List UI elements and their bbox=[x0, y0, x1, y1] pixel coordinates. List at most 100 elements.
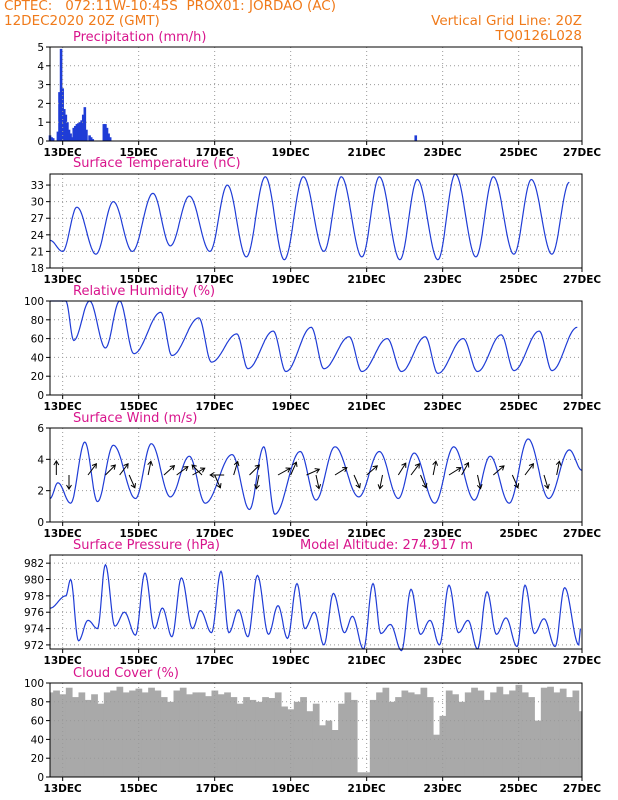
x-tick-label: 13DEC bbox=[44, 783, 83, 795]
location-label: 072:11W-10:45S bbox=[65, 0, 178, 14]
cloud-bar bbox=[274, 692, 282, 777]
x-tick-label: 13DEC bbox=[44, 147, 83, 159]
x-tick-label: 15DEC bbox=[120, 528, 159, 540]
wind-arrow-shaft bbox=[410, 463, 420, 476]
cloud-bar bbox=[312, 703, 320, 777]
cloud-bar bbox=[401, 690, 409, 777]
precip-bar bbox=[80, 120, 83, 141]
wind-arrow-head bbox=[216, 483, 222, 489]
wind-arrow-shaft bbox=[176, 466, 189, 476]
x-tick-label: 13DEC bbox=[44, 528, 83, 540]
wind-arrow-head bbox=[315, 484, 322, 490]
wind-arrow-shaft bbox=[191, 464, 203, 476]
wind-arrow bbox=[353, 474, 361, 489]
wind-arrow-shaft bbox=[397, 462, 407, 476]
wind-arrow bbox=[119, 463, 129, 476]
x-tick-label: 19DEC bbox=[272, 147, 311, 159]
y-tick-label: 20 bbox=[31, 371, 44, 383]
wind-arrow-head bbox=[285, 467, 292, 473]
cloud-bar bbox=[559, 688, 567, 777]
cloud-bar bbox=[515, 684, 523, 777]
precip-bar bbox=[51, 138, 55, 141]
cloud-bar bbox=[325, 720, 333, 777]
wind-arrow-head bbox=[544, 483, 550, 490]
x-tick-label: 21DEC bbox=[348, 528, 387, 540]
wind-arrow-head bbox=[183, 466, 189, 472]
wind-arrow bbox=[306, 468, 321, 476]
precip-bar bbox=[72, 127, 76, 141]
wind-arrow-shaft bbox=[366, 465, 378, 476]
x-tick-label: 25DEC bbox=[500, 528, 539, 540]
y-tick-label: 2 bbox=[37, 486, 44, 498]
precip-bar bbox=[56, 131, 60, 141]
x-tick-label: 25DEC bbox=[500, 401, 539, 413]
panel-frame bbox=[49, 682, 583, 778]
x-tick-label: 25DEC bbox=[500, 274, 539, 286]
cloud-bar bbox=[319, 725, 326, 777]
y-tick-label: 5 bbox=[37, 42, 44, 54]
x-tick-label: 27DEC bbox=[563, 147, 602, 159]
wind-arrow bbox=[334, 467, 348, 476]
precip-bar bbox=[67, 129, 71, 141]
y-tick-label: 60 bbox=[31, 334, 44, 346]
y-tick-label: 4 bbox=[37, 454, 44, 466]
cloud-bar bbox=[338, 703, 345, 777]
cloud-bar bbox=[363, 772, 371, 777]
x-tick-label: 27DEC bbox=[563, 274, 602, 286]
cloud-bar bbox=[331, 730, 339, 777]
wind-arrow bbox=[53, 460, 60, 475]
cloud-bar bbox=[122, 692, 130, 777]
wind-arrow-shaft bbox=[306, 468, 320, 476]
precip-bar bbox=[108, 137, 112, 141]
wind-arrow-shaft bbox=[249, 464, 260, 476]
wind-arrow-shaft bbox=[556, 461, 560, 476]
x-tick-label: 17DEC bbox=[196, 147, 235, 159]
cloud-bar bbox=[236, 703, 244, 777]
cloud-bar bbox=[293, 701, 301, 777]
cloud-bar bbox=[281, 706, 288, 777]
wind-arrow bbox=[105, 464, 116, 476]
cloud-bar bbox=[300, 697, 307, 777]
precip-bar bbox=[83, 107, 87, 141]
wind-arrow bbox=[233, 460, 240, 476]
wind-arrow-head bbox=[555, 460, 562, 466]
wind-arrow bbox=[366, 465, 379, 476]
cloud-bar bbox=[483, 699, 491, 777]
series-line bbox=[49, 438, 583, 515]
cloud-bar bbox=[521, 692, 529, 777]
x-tick-label: 19DEC bbox=[272, 655, 311, 667]
y-tick-label: 978 bbox=[24, 591, 44, 603]
wind-arrow-shaft bbox=[353, 474, 361, 488]
y-tick-label: 80 bbox=[31, 697, 44, 709]
x-tick-label: 17DEC bbox=[196, 401, 235, 413]
panel-frame bbox=[49, 554, 583, 650]
wind-arrow-head bbox=[528, 463, 534, 469]
precip-bar bbox=[66, 122, 69, 141]
wind-arrow bbox=[128, 474, 137, 489]
precip-bar bbox=[104, 124, 107, 141]
x-tick-label: 17DEC bbox=[196, 655, 235, 667]
cloud-bar bbox=[262, 697, 269, 777]
y-tick-label: 40 bbox=[31, 352, 44, 364]
wind-arrow-shaft bbox=[277, 467, 291, 476]
cloud-bar bbox=[255, 701, 263, 777]
panel-title: Precipitation (mm/h) bbox=[73, 30, 206, 45]
station-label: PROX01: JORDAO (AC) bbox=[186, 0, 337, 14]
panel-pres: Surface Pressure (hPa) Model Altitude: 27… bbox=[24, 538, 601, 667]
cloud-bar bbox=[173, 690, 181, 777]
wind-arrow-head bbox=[130, 483, 137, 489]
cloud-bar bbox=[84, 699, 92, 777]
precip-bar bbox=[88, 135, 91, 141]
wind-arrow-head bbox=[200, 467, 206, 473]
wind-arrow-shaft bbox=[477, 474, 482, 489]
x-tick-label: 19DEC bbox=[272, 401, 311, 413]
cloud-bar bbox=[268, 698, 276, 777]
wind-arrow bbox=[555, 460, 562, 476]
y-tick-label: 27 bbox=[31, 213, 44, 225]
y-tick-label: 0 bbox=[37, 772, 44, 784]
wind-arrow-head bbox=[254, 464, 261, 470]
cloud-bar bbox=[572, 690, 580, 777]
wind-arrow-head bbox=[456, 467, 462, 473]
cloud-bar bbox=[230, 697, 238, 777]
x-tick-label: 27DEC bbox=[563, 401, 602, 413]
